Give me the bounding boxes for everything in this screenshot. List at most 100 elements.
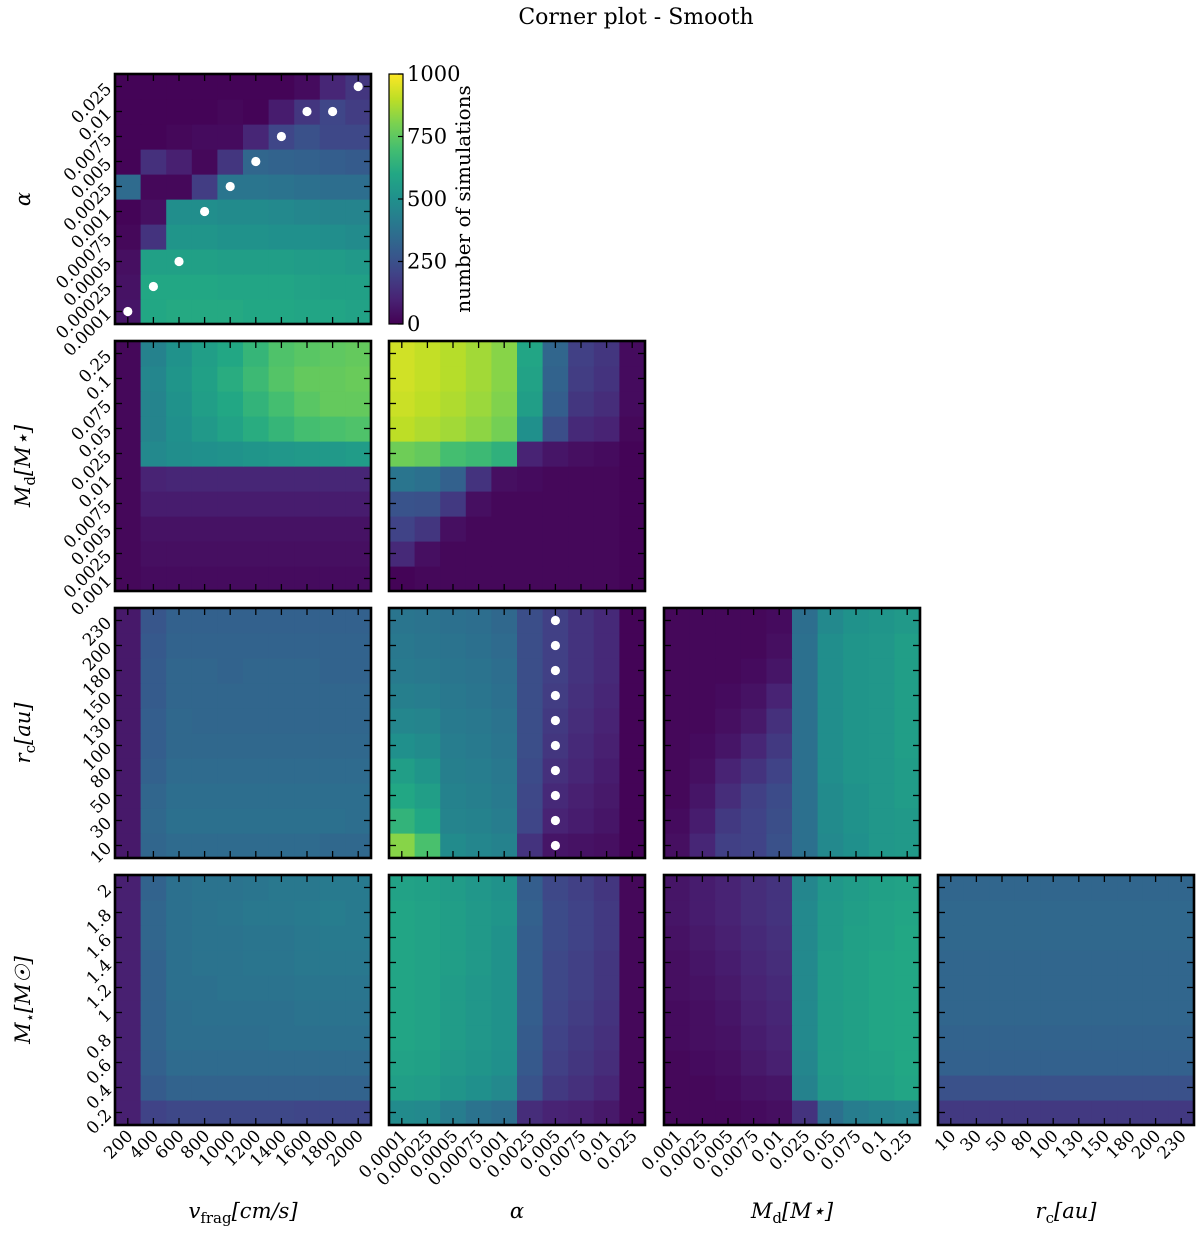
heatmap-cell [217,633,244,659]
heatmap-cell [465,366,492,392]
heatmap-cell [593,1075,620,1101]
heatmap-cell [243,541,270,567]
heatmap-cell [414,1050,441,1076]
heatmap-cell [568,441,595,467]
heatmap-cell [243,491,270,517]
panel-frame [113,873,373,1127]
heatmap-cell [191,366,218,392]
heatmap-cell [593,683,620,709]
heatmap-cell [268,1075,295,1101]
heatmap-cell [319,199,346,225]
heatmap-cell [294,733,321,759]
heatmap-cell [568,633,595,659]
heatmap-cell [517,1000,544,1026]
heatmap-cell [1014,900,1041,926]
heatmap-cell [517,950,544,976]
heatmap-cell [294,274,321,300]
heatmap-cell [963,1000,990,1026]
panel-rc-vs-md [662,606,922,860]
heatmap-cell [440,1050,467,1076]
heatmap-cell [1066,1025,1093,1051]
heatmap-cell [1066,975,1093,1001]
heatmap-cell [268,900,295,926]
heatmap-cell [268,391,295,417]
heatmap-cell [689,658,716,684]
heatmap-cell [217,733,244,759]
heatmap-cell [319,224,346,250]
heatmap-cell [593,516,620,542]
heatmap-cell [689,758,716,784]
heatmap-cell [568,366,595,392]
heatmap-cell [166,783,193,809]
heatmap-cell [1117,1025,1144,1051]
heatmap-cell [1091,950,1118,976]
heatmap-cell [217,416,244,442]
heatmap-cell [766,975,793,1001]
heatmap-cell [243,1075,270,1101]
heatmap-cell [465,658,492,684]
heatmap-cell [1142,1050,1169,1076]
heatmap-cell [1091,1025,1118,1051]
heatmap-cell [140,416,167,442]
heatmap-cell [217,1025,244,1051]
heatmap-cell [792,950,819,976]
heatmap-cell [568,758,595,784]
heatmap-cell [243,900,270,926]
heatmap-cell [319,900,346,926]
heatmap-cell [319,441,346,467]
heatmap-cell [740,1050,767,1076]
y-axis-label-alpha: α [11,192,35,206]
panel-mstar-vs-rc [936,873,1196,1127]
heatmap-cell [140,249,167,275]
heatmap-cell [792,1050,819,1076]
heatmap-cell [517,416,544,442]
heatmap-cell [243,758,270,784]
heatmap-cell [689,783,716,809]
panel-rc-vs-vfrag [113,606,373,860]
heatmap-cell [568,925,595,951]
heatmap-cell [243,366,270,392]
heatmap-cell [817,1075,844,1101]
y-tick-label: 1.8 [83,905,116,938]
heatmap-cell [166,633,193,659]
heatmap-cell [440,541,467,567]
heatmap-cell [294,783,321,809]
heatmap-cell [465,633,492,659]
heatmap-cell [792,808,819,834]
marker-point [550,840,561,851]
heatmap-cell [243,733,270,759]
heatmap-cell [817,950,844,976]
heatmap-cell [140,925,167,951]
heatmap-cell [217,658,244,684]
heatmap-cell [542,925,569,951]
heatmap-cell [268,925,295,951]
heatmap-cell [491,808,518,834]
heatmap-cell [294,975,321,1001]
heatmap-cell [689,900,716,926]
heatmap-cell [963,1050,990,1076]
heatmap-cell [191,1050,218,1076]
heatmap-cell [191,708,218,734]
heatmap-cell [715,1025,742,1051]
heatmap-cell [414,950,441,976]
heatmap-cell [517,391,544,417]
heatmap-cell [715,758,742,784]
heatmap-cell [740,758,767,784]
heatmap-cell [440,1075,467,1101]
heatmap-cell [1040,925,1067,951]
heatmap-cell [593,900,620,926]
heatmap-cell [542,950,569,976]
heatmap-cell [593,366,620,392]
heatmap-cell [440,1025,467,1051]
heatmap-cell [191,1025,218,1051]
heatmap-cell [568,783,595,809]
heatmap-cell [817,925,844,951]
heatmap-cell [414,708,441,734]
heatmap-cell [593,1050,620,1076]
heatmap-cell [740,900,767,926]
heatmap-cell [817,758,844,784]
heatmap-cell [166,441,193,467]
heatmap-cell [740,975,767,1001]
heatmap-cell [1040,900,1067,926]
heatmap-cell [689,1000,716,1026]
